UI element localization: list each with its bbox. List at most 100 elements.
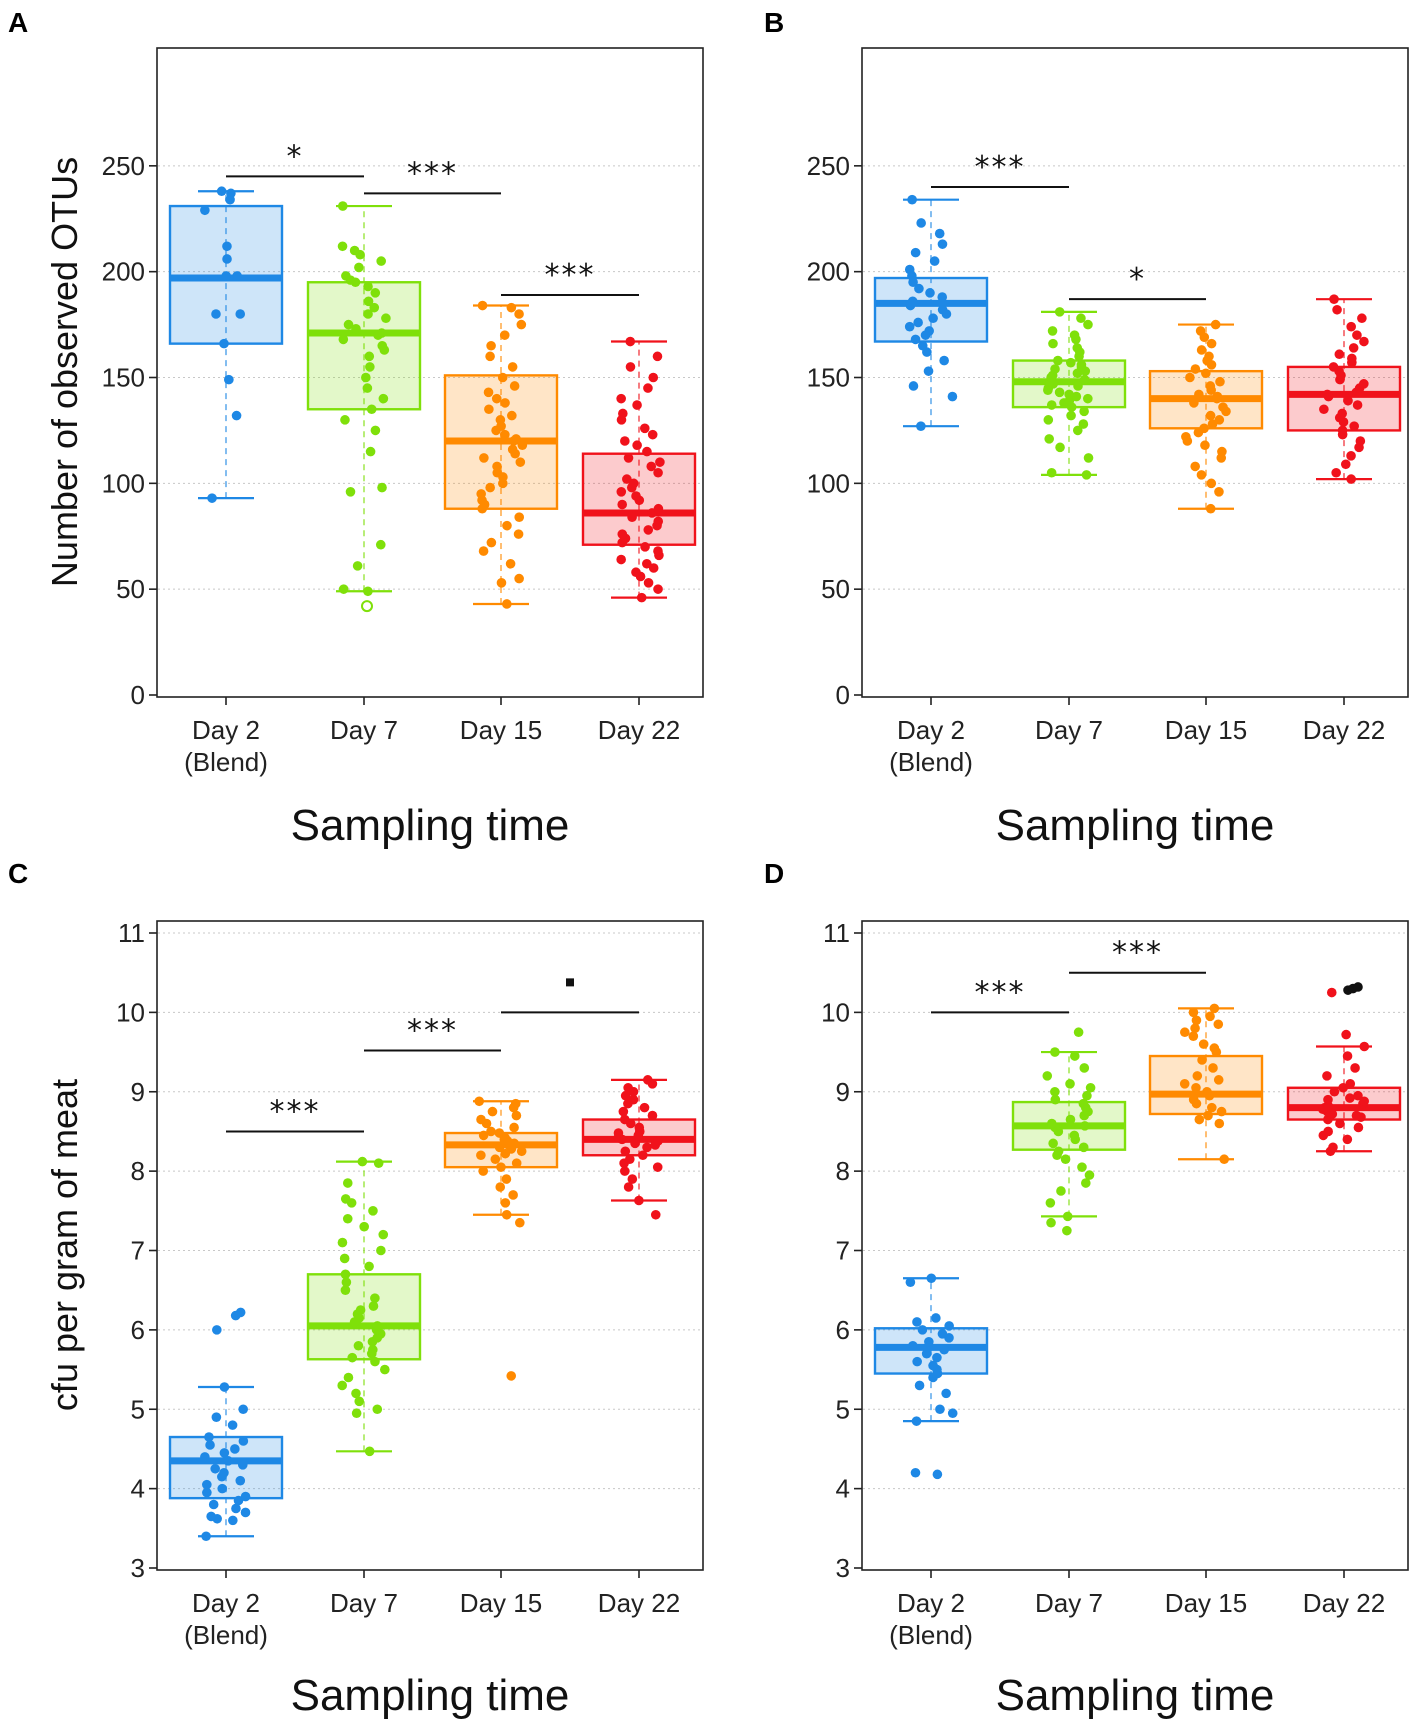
box-b-1 bbox=[1011, 307, 1127, 480]
point-d-3-18 bbox=[1345, 1093, 1355, 1103]
box-b-3 bbox=[1286, 294, 1402, 484]
point-a-1-4 bbox=[345, 487, 356, 497]
point-d-0-20 bbox=[944, 1321, 954, 1331]
point-b-1-15 bbox=[1071, 391, 1082, 402]
point-d-3-17 bbox=[1323, 1094, 1333, 1105]
point-a-2-28 bbox=[495, 415, 506, 425]
point-c-1-25 bbox=[341, 1277, 352, 1288]
box-c-1 bbox=[306, 1156, 422, 1457]
point-b-2-1 bbox=[1214, 487, 1224, 497]
point-d-2-12 bbox=[1213, 1075, 1224, 1085]
point-d-0-22 bbox=[931, 1313, 941, 1323]
point-c-1-21 bbox=[355, 1305, 366, 1315]
point-d-1-11 bbox=[1078, 1142, 1089, 1153]
point-c-3-7 bbox=[624, 1154, 635, 1165]
point-c-0-6 bbox=[208, 1499, 219, 1510]
point-c-1-24 bbox=[340, 1285, 351, 1295]
point-c-3-12 bbox=[630, 1138, 640, 1149]
point-c-1-33 bbox=[342, 1213, 353, 1224]
x-tick-label-c-0: Day 2 bbox=[192, 1588, 260, 1618]
x-tick-label-a-3: Day 22 bbox=[598, 715, 680, 745]
point-a-2-42 bbox=[506, 302, 517, 313]
point-b-3-25 bbox=[1347, 353, 1357, 364]
y-tick-label-a-100: 100 bbox=[102, 468, 145, 498]
point-a-2-30 bbox=[484, 404, 494, 415]
point-a-3-25 bbox=[628, 478, 639, 489]
y-tick-label-d-4: 4 bbox=[836, 1474, 850, 1504]
point-a-1-9 bbox=[366, 404, 377, 415]
point-b-3-32 bbox=[1332, 304, 1342, 315]
point-b-3-27 bbox=[1348, 343, 1359, 353]
point-d-1-32 bbox=[1050, 1047, 1060, 1057]
point-c-3-26 bbox=[628, 1094, 639, 1105]
sig-label-d-0: *** bbox=[975, 975, 1026, 1010]
point-a-3-23 bbox=[616, 487, 627, 497]
point-d-2-10 bbox=[1191, 1082, 1201, 1093]
point-a-2-8 bbox=[514, 512, 525, 522]
boxes-c bbox=[168, 1075, 697, 1542]
point-d-1-0 bbox=[1062, 1225, 1072, 1236]
point-b-0-27 bbox=[916, 218, 926, 228]
y-tick-label-c-6: 6 bbox=[131, 1315, 145, 1345]
point-d-1-19 bbox=[1065, 1114, 1076, 1125]
point-a-3-0 bbox=[636, 592, 647, 603]
point-a-0-6 bbox=[232, 271, 242, 281]
point-c-3-29 bbox=[623, 1082, 633, 1093]
point-c-1-3 bbox=[354, 1396, 365, 1407]
y-tick-label-c-4: 4 bbox=[131, 1474, 145, 1504]
y-tick-label-c-11: 11 bbox=[118, 918, 145, 948]
point-a-1-30 bbox=[341, 271, 351, 281]
point-c-0-14 bbox=[219, 1467, 229, 1478]
point-a-1-10 bbox=[378, 393, 389, 404]
box-c-0 bbox=[168, 1307, 284, 1542]
point-a-0-2 bbox=[224, 374, 234, 385]
point-d-2-21 bbox=[1190, 1023, 1200, 1034]
point-d-0-3 bbox=[947, 1408, 958, 1419]
point-a-2-6 bbox=[513, 529, 524, 539]
point-a-3-14 bbox=[643, 525, 654, 535]
point-b-0-10 bbox=[904, 321, 915, 332]
point-a-3-6 bbox=[642, 558, 652, 569]
point-b-3-8 bbox=[1349, 421, 1359, 431]
point-d-0-23 bbox=[905, 1277, 916, 1288]
sig-label-a-0: * bbox=[287, 139, 304, 174]
point-d-1-29 bbox=[1042, 1071, 1053, 1081]
point-a-2-19 bbox=[479, 453, 489, 463]
point-a-2-36 bbox=[507, 362, 518, 372]
point-d-3-25 bbox=[1342, 1051, 1353, 1061]
point-b-3-13 bbox=[1352, 400, 1363, 410]
point-b-0-28 bbox=[907, 194, 917, 205]
point-b-1-5 bbox=[1072, 425, 1083, 436]
sig-label-d-1: *** bbox=[1112, 936, 1163, 971]
point-d-1-4 bbox=[1056, 1186, 1066, 1196]
point-c-1-0 bbox=[364, 1446, 375, 1457]
sig-dot-c-2 bbox=[566, 978, 574, 987]
sig-label-a-1: *** bbox=[407, 156, 458, 191]
point-c-1-9 bbox=[347, 1352, 358, 1363]
point-c-3-21 bbox=[619, 1114, 630, 1125]
point-b-1-16 bbox=[1064, 389, 1074, 400]
point-b-2-14 bbox=[1205, 410, 1216, 421]
box-d-0 bbox=[873, 1273, 989, 1480]
x-tick-label-b-3: Day 22 bbox=[1303, 715, 1385, 745]
point-a-3-19 bbox=[653, 503, 664, 514]
point-b-3-23 bbox=[1328, 362, 1339, 372]
point-d-2-9 bbox=[1202, 1086, 1212, 1097]
point-c-1-6 bbox=[343, 1372, 354, 1383]
point-a-1-24 bbox=[369, 302, 380, 313]
point-c-0-10 bbox=[217, 1483, 228, 1494]
sig-label-a-2: *** bbox=[545, 258, 596, 293]
x-axis-label-c: Sampling time bbox=[291, 1671, 570, 1720]
point-a-1-0 bbox=[363, 586, 373, 597]
y-tick-label-d-3: 3 bbox=[836, 1553, 850, 1583]
point-a-3-40 bbox=[643, 383, 653, 393]
point-d-0-24 bbox=[926, 1273, 937, 1284]
point-d-3-21 bbox=[1338, 1082, 1348, 1093]
point-c-0-22 bbox=[238, 1436, 249, 1446]
point-d-0-2 bbox=[911, 1416, 922, 1426]
point-a-1-31 bbox=[354, 262, 364, 273]
point-b-1-35 bbox=[1072, 343, 1083, 353]
point-d-2-23 bbox=[1191, 1015, 1202, 1026]
point-d-1-28 bbox=[1065, 1079, 1075, 1089]
